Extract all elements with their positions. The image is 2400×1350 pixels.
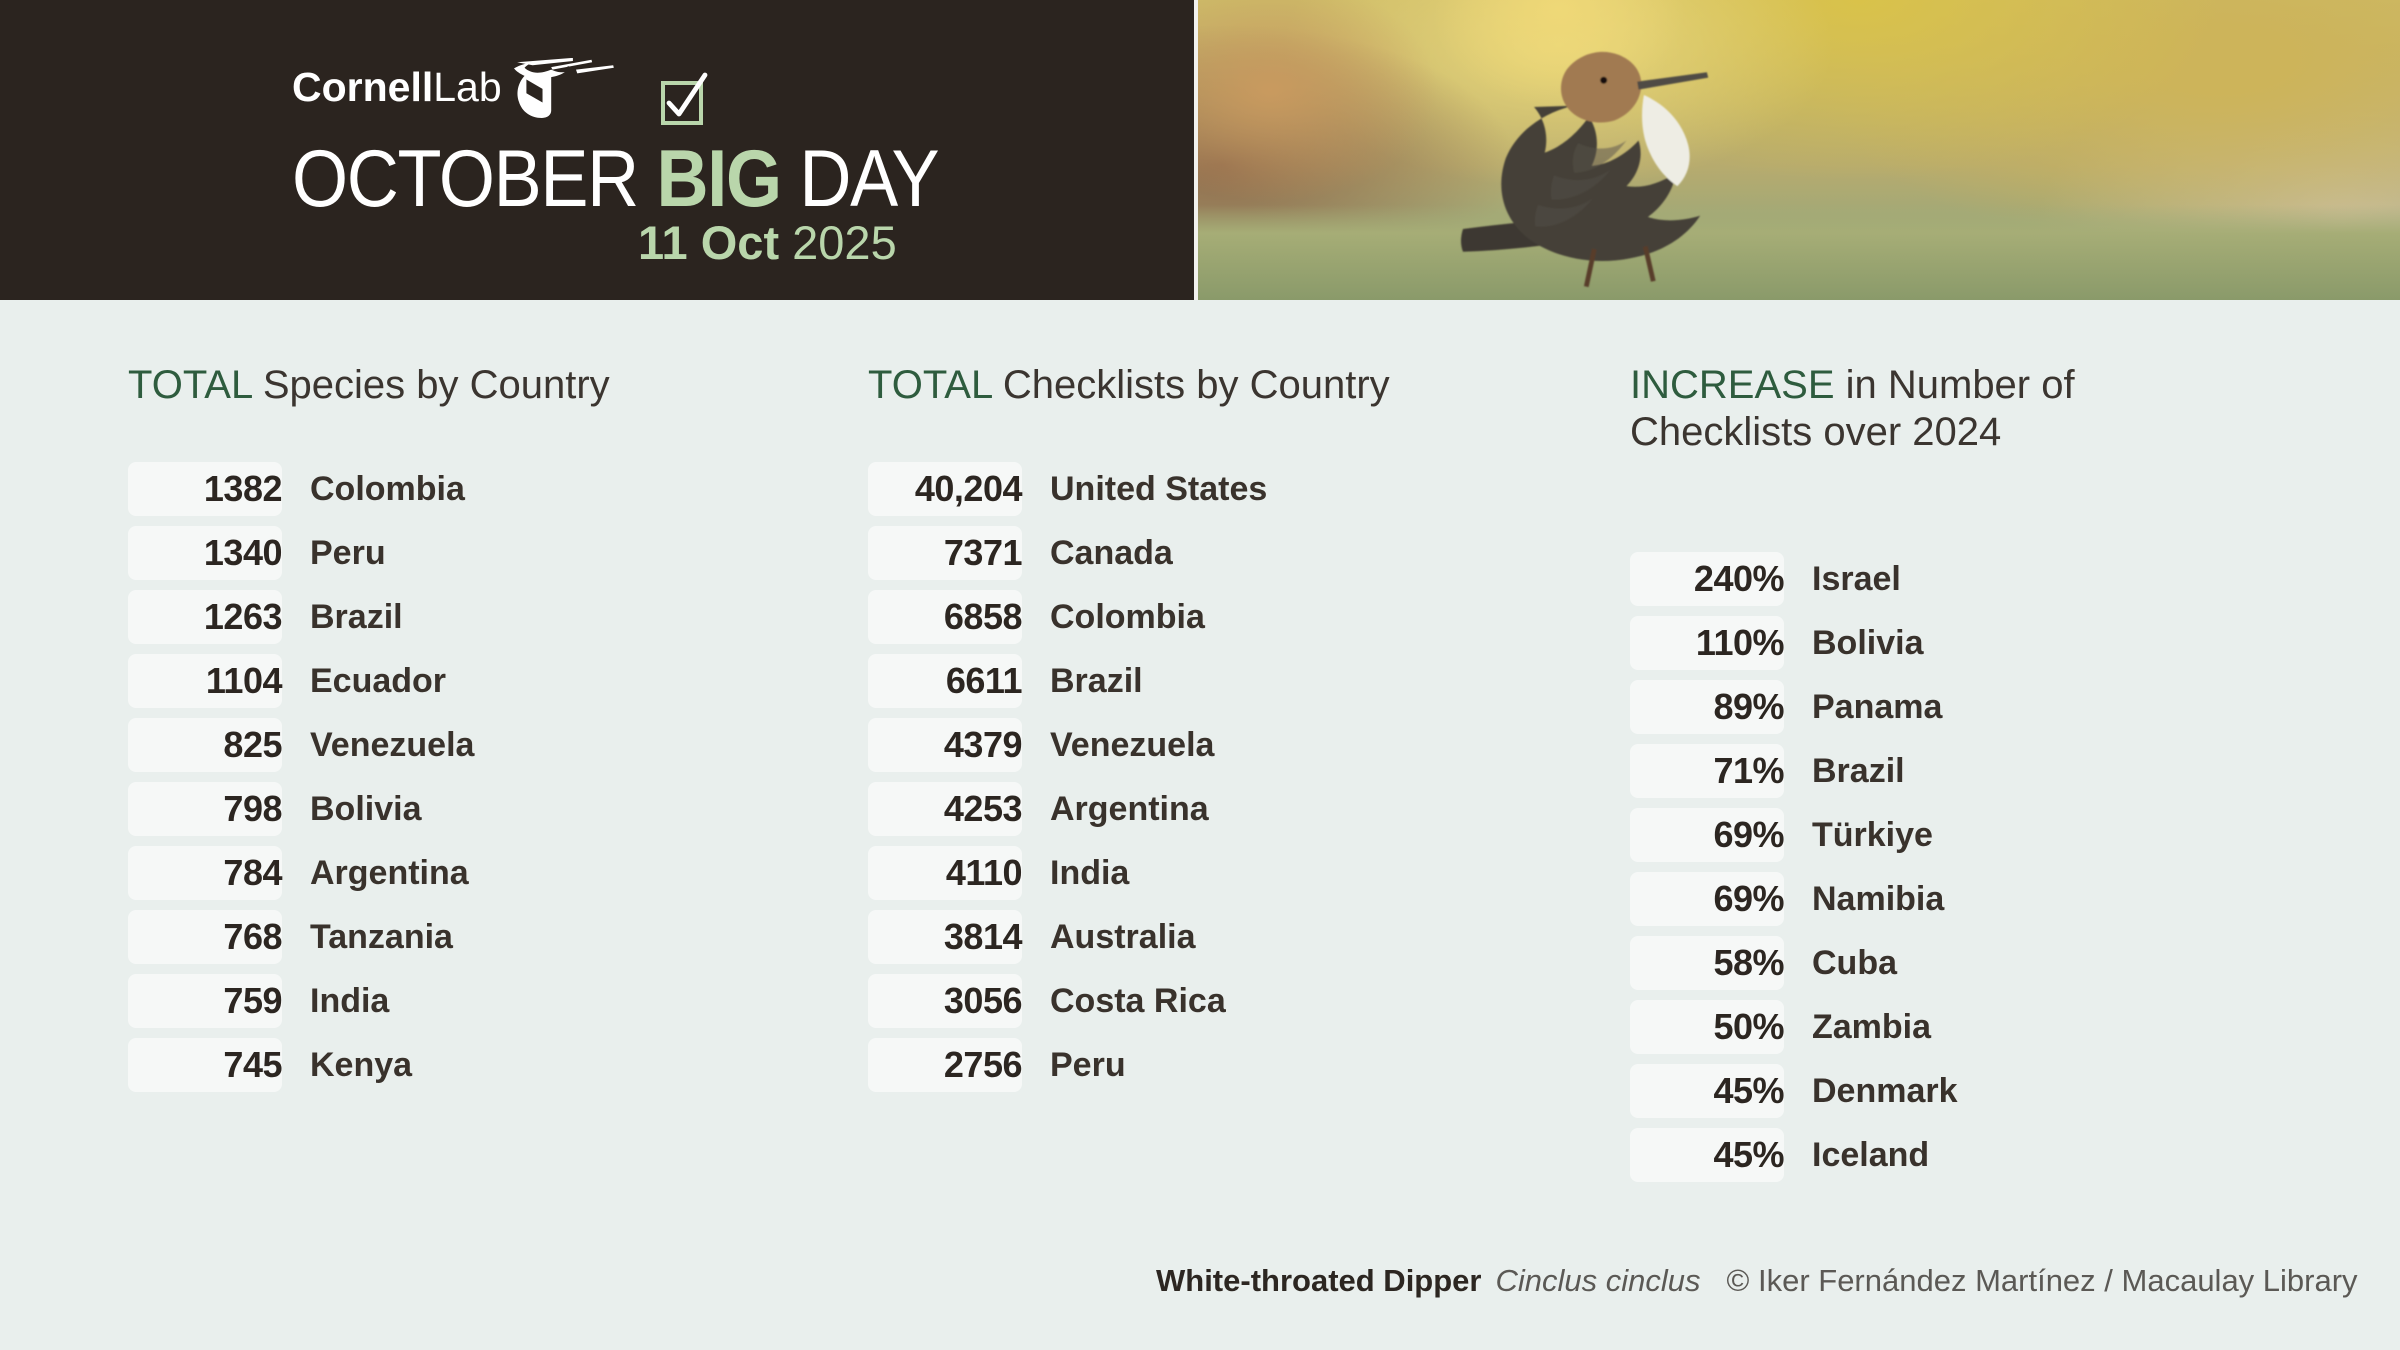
svg-text:CornellLab: CornellLab — [292, 64, 502, 110]
